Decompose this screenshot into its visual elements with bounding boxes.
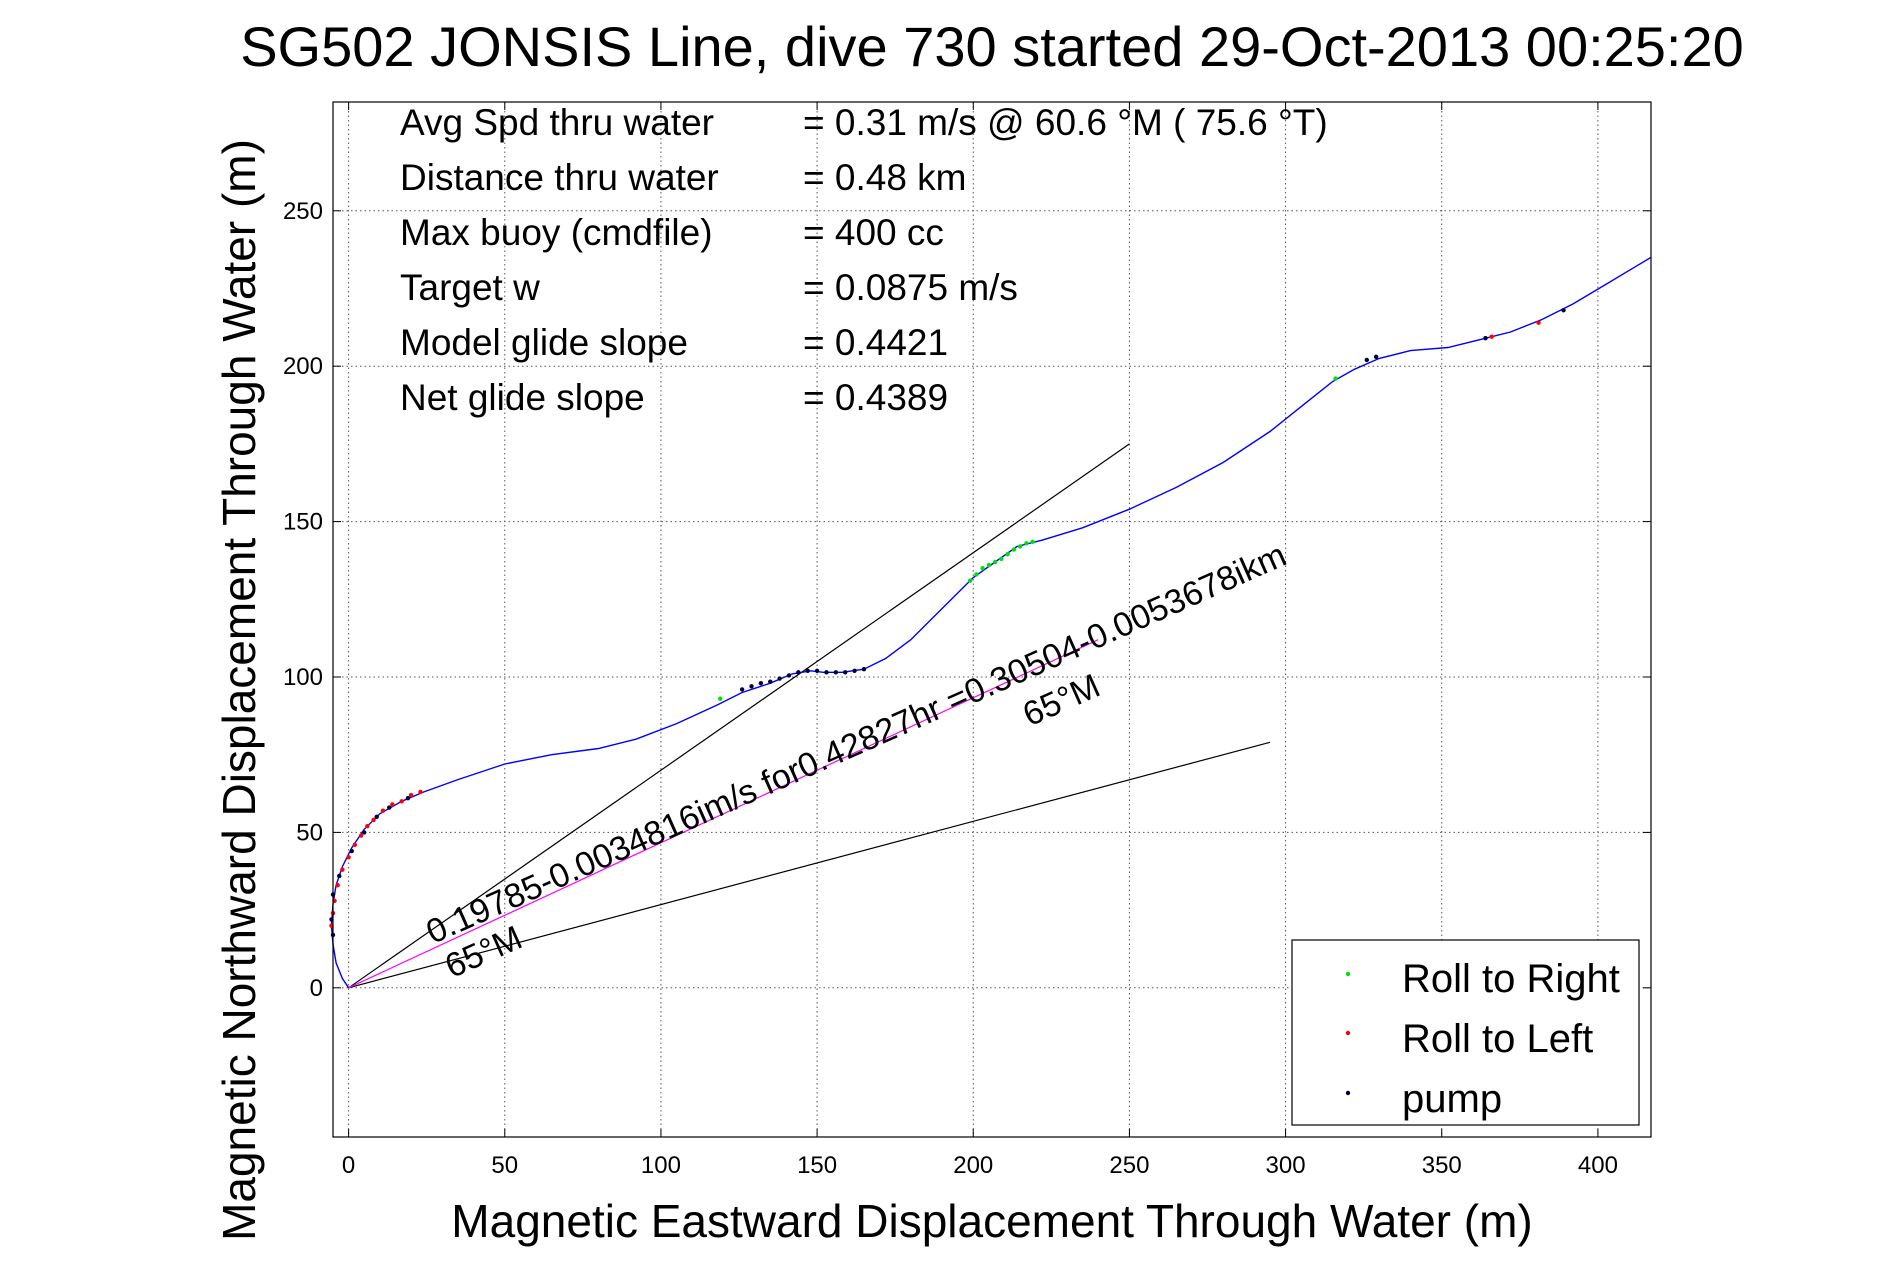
pump-marker <box>824 670 829 675</box>
x-tick-label: 100 <box>641 1152 681 1179</box>
y-tick-label: 200 <box>283 353 323 380</box>
roll-right-marker <box>718 696 723 701</box>
roll-right-marker <box>1017 544 1023 549</box>
roll-right-marker <box>1333 376 1338 381</box>
pump-marker <box>833 670 839 675</box>
info-value: = 0.4421 <box>803 322 948 363</box>
roll-left-marker <box>399 799 404 804</box>
roll-left-marker <box>390 802 395 807</box>
reference-line <box>348 741 1271 989</box>
pump-marker <box>1373 354 1379 360</box>
roll-left-marker <box>340 867 345 872</box>
roll-left-marker <box>1536 320 1541 325</box>
roll-right-marker <box>974 572 979 577</box>
info-value: = 0.0875 m/s <box>803 267 1018 308</box>
pump-marker <box>349 848 354 854</box>
pump-marker <box>362 830 367 835</box>
roll-left-marker <box>365 823 370 829</box>
legend-label-pump: pump <box>1402 1077 1502 1121</box>
y-tick-label: 50 <box>296 819 323 846</box>
pump-marker <box>739 687 745 692</box>
info-label: Distance thru water <box>400 157 719 198</box>
x-axis-label: Magnetic Eastward Displacement Through W… <box>451 1195 1532 1247</box>
y-tick-label: 100 <box>283 664 323 691</box>
roll-left-marker <box>352 842 358 848</box>
pump-marker <box>861 667 867 672</box>
legend-marker-pump <box>1345 1090 1351 1096</box>
pump-marker <box>843 670 848 675</box>
pump-marker <box>1364 357 1369 363</box>
info-panel: Avg Spd thru water = 0.31 m/s @ 60.6 °M (… <box>400 102 1328 418</box>
pump-marker <box>768 679 773 684</box>
pump-marker <box>796 670 801 675</box>
x-tick-label: 150 <box>797 1152 837 1179</box>
x-tick-label: 400 <box>1578 1152 1618 1179</box>
roll-left-marker <box>371 817 376 823</box>
x-tick-label: 350 <box>1422 1152 1462 1179</box>
info-value: = 0.31 m/s @ 60.6 °M ( 75.6 °T) <box>803 102 1328 143</box>
legend: Roll to Right Roll to Left pump <box>1291 939 1640 1126</box>
reference-lines <box>348 443 1271 989</box>
pump-marker <box>374 814 379 820</box>
y-tick-label: 250 <box>283 198 323 225</box>
roll-left-marker <box>1489 334 1494 339</box>
legend-marker-roll-right <box>1345 971 1351 977</box>
roll-right-marker <box>986 562 992 568</box>
pump-marker <box>405 796 411 801</box>
info-label: Max buoy (cmdfile) <box>400 212 713 253</box>
roll-right-marker <box>980 566 985 571</box>
y-tick-label: 0 <box>310 975 323 1002</box>
pump-marker <box>758 681 764 686</box>
y-tick-label: 150 <box>283 509 323 536</box>
roll-left-marker <box>335 883 340 888</box>
roll-left-marker <box>408 792 414 798</box>
pump-marker <box>1483 336 1488 341</box>
pump-marker <box>749 684 754 689</box>
roll-left-marker <box>380 808 386 813</box>
roll-right-marker <box>992 559 998 565</box>
plot-frame <box>332 101 1652 1138</box>
x-tick-label: 200 <box>953 1152 993 1179</box>
legend-label-roll-right: Roll to Right <box>1402 957 1620 1001</box>
x-tick-label: 50 <box>491 1152 518 1179</box>
roll-left-marker <box>346 855 351 860</box>
pump-marker <box>786 673 792 678</box>
roll-right-marker <box>1024 541 1029 546</box>
reference-line <box>348 639 1099 989</box>
pump-marker <box>1561 308 1566 313</box>
roll-right-marker <box>999 556 1004 562</box>
pump-marker <box>805 668 810 673</box>
info-value: = 0.48 km <box>803 157 967 198</box>
info-label: Target w <box>400 267 540 308</box>
reference-line <box>348 443 1130 989</box>
pump-marker <box>337 873 342 879</box>
info-value: = 400 cc <box>803 212 944 253</box>
event-markers <box>329 308 1566 938</box>
pump-marker <box>814 668 820 673</box>
info-label: Net glide slope <box>400 377 645 418</box>
pump-marker <box>852 668 857 673</box>
x-tick-label: 0 <box>342 1152 355 1179</box>
roll-right-marker <box>1011 547 1017 552</box>
roll-right-marker <box>1005 552 1010 557</box>
x-tick-label: 300 <box>1266 1152 1306 1179</box>
axis-ticks: 0 50 100 150 200 250 300 350 400 0 50 100 150 200 250 <box>283 102 1651 1179</box>
chart-title: SG502 JONSIS Line, dive 730 started 29-O… <box>240 15 1744 78</box>
pump-marker <box>777 676 782 681</box>
info-label: Avg Spd thru water <box>400 102 714 143</box>
roll-left-marker <box>418 789 423 795</box>
pump-marker <box>387 805 392 810</box>
roll-right-marker <box>1030 539 1035 544</box>
legend-label-roll-left: Roll to Left <box>1402 1017 1593 1061</box>
roll-left-marker <box>358 833 364 838</box>
legend-marker-roll-left <box>1345 1030 1351 1036</box>
x-tick-label: 250 <box>1109 1152 1149 1179</box>
info-label: Model glide slope <box>400 322 688 363</box>
y-axis-label: Magnetic Northward Displacement Through … <box>213 139 265 1241</box>
roll-right-marker <box>967 578 973 583</box>
info-value: = 0.4389 <box>803 377 948 418</box>
